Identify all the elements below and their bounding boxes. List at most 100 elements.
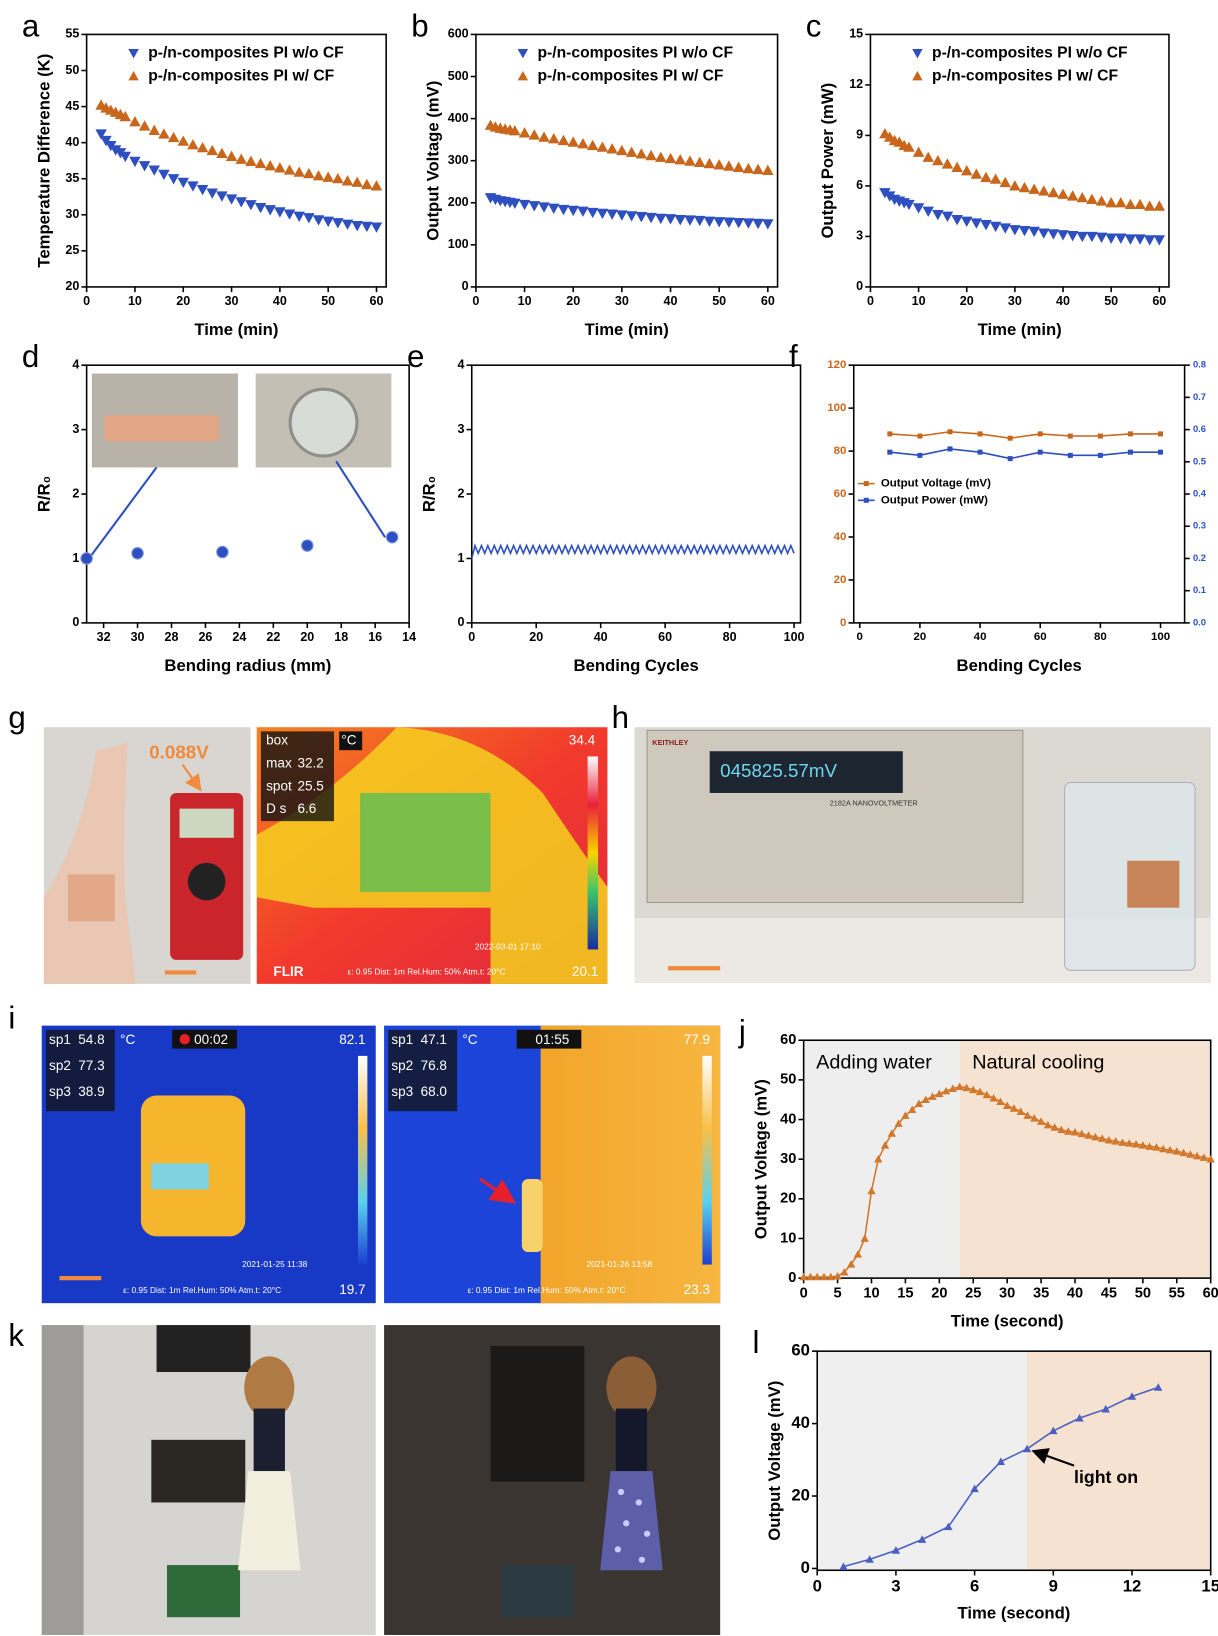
x-tick-label: 22 [266,630,280,644]
marker [694,157,705,167]
x-tick-label: 60 [761,294,775,308]
marker [1048,187,1059,197]
marker [1158,450,1163,455]
marker [704,217,715,227]
y-tick-label: 40 [65,135,79,149]
marker [932,210,943,220]
marker [961,165,972,175]
x-tick-label: 24 [232,630,246,644]
marker [149,125,160,135]
y-tick-label: 10 [780,1230,796,1246]
marker [216,191,227,201]
y-axis-title: Output Voltage (mV) [424,81,443,241]
marker [1048,229,1059,239]
marker [917,453,922,458]
marker [371,180,382,190]
x-axis-title: Time (min) [585,320,669,339]
marker [951,215,962,225]
panel-label: c [806,8,822,43]
marker [139,120,150,130]
x-tick-label: 60 [1152,294,1166,308]
marker [942,158,953,168]
y-axis-title: R/R₀ [419,476,438,512]
marker [361,179,372,189]
marker [129,157,140,167]
marker [1009,225,1020,235]
x-tick-label: 15 [1201,1576,1218,1595]
marker [1086,194,1097,204]
y-tick-label: 500 [448,69,469,83]
brand: KEITHLEY [652,738,688,747]
x-tick-label: 60 [370,294,384,308]
readout-label: box [266,732,288,747]
device [68,874,115,921]
marker [1098,453,1103,458]
y-tick-label: 120 [827,359,846,371]
marker [207,145,218,155]
x-tick-label: 55 [1169,1286,1185,1302]
marker [1057,230,1068,240]
marker [1009,180,1020,190]
footer: ε: 0.95 Dist: 1m Rel.Hum: 50% Atm.t: 20°… [348,967,506,977]
marker [917,434,922,439]
marker [1115,234,1126,244]
x-tick-label: 30 [999,1286,1015,1302]
spot-value: 68.0 [421,1084,447,1099]
y-tick-label: 30 [780,1151,796,1167]
y-tick-label: 0 [788,1270,796,1286]
marker [675,215,686,225]
heater [491,1346,585,1482]
legend-label: p-/n-composites PI w/ CF [148,67,334,84]
marker [980,172,991,182]
marker [636,148,647,158]
legend-label: Output Power (mW) [881,494,988,506]
footer: ε: 0.95 Dist: 1m Rel.Hum: 50% Atm.t: 20°… [123,1285,281,1295]
y-tick-label: 20 [780,1191,796,1207]
marker [1154,235,1165,245]
scale-min: 23.3 [684,1282,710,1297]
marker [245,156,256,166]
marker [723,160,734,170]
marker [168,174,179,184]
x-tick-label: 100 [784,630,805,644]
circuit-board [167,1565,240,1617]
marker [567,136,578,146]
y-tick-label: 9 [856,128,863,142]
series-line [890,449,1161,459]
timer: 00:02 [194,1032,228,1047]
marker [978,450,983,455]
y-tick-label: 25 [65,243,79,257]
x-tick-label: 40 [664,294,678,308]
y-tick-label: 600 [448,27,469,41]
marker [1077,192,1088,202]
marker [519,127,530,137]
marker [1000,177,1011,187]
x-tick-label: 60 [658,630,672,644]
y-tick-label: 40 [834,531,847,543]
y-tick-label: 200 [448,195,469,209]
spot-value: 76.8 [421,1058,447,1073]
circuit-board [501,1565,574,1617]
multimeter-screen [180,809,234,838]
marker [665,214,676,224]
y-tick-label: 400 [448,111,469,125]
marker [597,141,608,151]
x-tick-label: 10 [863,1286,879,1302]
doll-jacket [616,1409,647,1472]
marker [1038,228,1049,238]
panel-label: i [8,1001,15,1036]
marker [597,209,608,219]
marker [587,140,598,150]
spot-name: sp2 [391,1058,413,1073]
legend-marker [518,49,528,58]
marker [694,216,705,226]
x-tick-label: 40 [974,631,987,643]
marker [226,151,237,161]
y-tick-label: 0 [72,615,79,629]
x-tick-label: 40 [273,294,287,308]
frame [42,1325,84,1635]
marker [1038,450,1043,455]
legend-marker [128,49,138,58]
marker [158,170,169,180]
marker [665,153,676,163]
